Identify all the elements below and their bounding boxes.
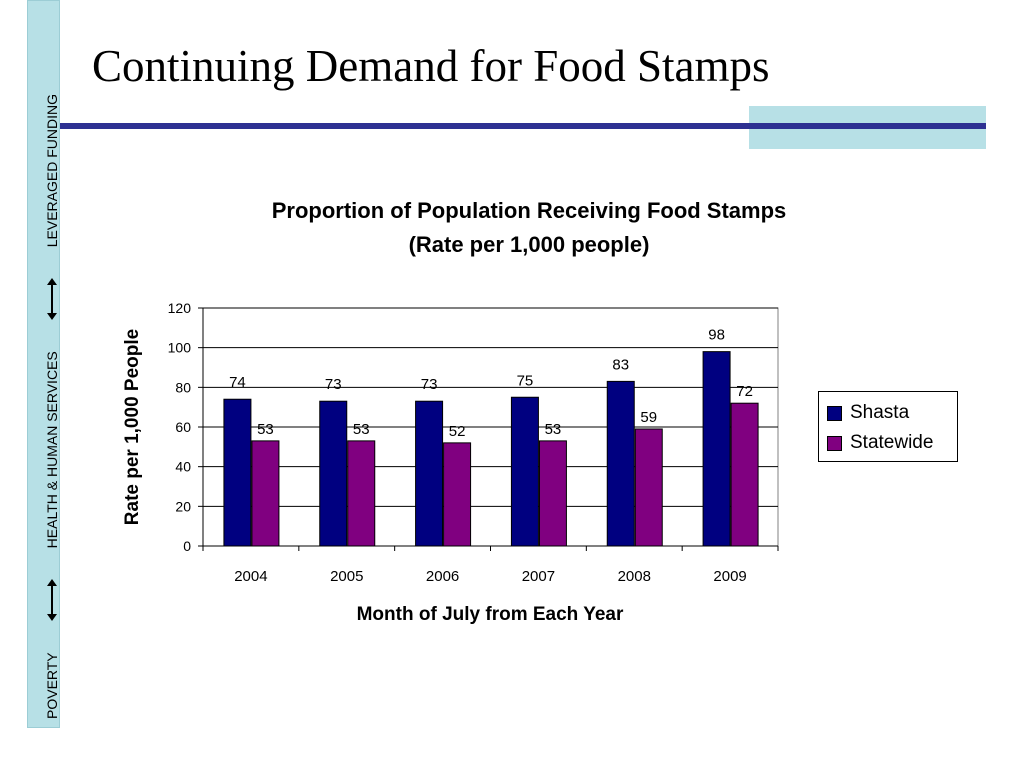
data-label-statewide-2008: 59 (640, 409, 657, 426)
x-tick-label: 2008 (618, 568, 651, 585)
bar-statewide-2006 (443, 442, 472, 547)
legend-swatch-shasta (827, 405, 842, 421)
legend-label-statewide: Statewide (850, 432, 934, 453)
bar-shasta-2005 (319, 400, 348, 547)
data-label-statewide-2009: 72 (736, 383, 753, 400)
x-tick-label: 2009 (713, 568, 746, 585)
legend-item-shasta: Shasta (827, 398, 957, 428)
data-label-statewide-2004: 53 (257, 421, 274, 438)
plot-area: 0 20 40 60 80 100 120 2004 74 53 2005 73 53 2006 73 52 2… (168, 300, 779, 585)
bar-statewide-2007 (538, 440, 567, 547)
sidebar-band (27, 0, 60, 728)
legend-item-statewide: Statewide (827, 428, 957, 458)
slide-title: Continuing Demand for Food Stamps (92, 41, 770, 91)
data-label-statewide-2007: 53 (545, 421, 562, 438)
bar-shasta-2007 (510, 396, 539, 547)
data-label-shasta-2008: 83 (612, 356, 629, 373)
y-tick-label: 60 (175, 419, 191, 435)
data-label-shasta-2006: 73 (421, 376, 438, 393)
bar-shasta-2008 (606, 380, 635, 547)
bar-shasta-2009 (702, 351, 731, 547)
x-tick-label: 2005 (330, 568, 363, 585)
legend-swatch-statewide (827, 435, 842, 451)
bar-statewide-2004 (251, 440, 280, 547)
chart-title: Proportion of Population Receiving Food … (272, 198, 787, 223)
bar-statewide-2009 (730, 402, 759, 547)
data-label-statewide-2006: 52 (449, 423, 466, 440)
bar-shasta-2004 (223, 398, 252, 547)
data-label-shasta-2004: 74 (229, 374, 246, 391)
chart-legend: Shasta Statewide (818, 391, 958, 462)
y-tick-label: 100 (168, 340, 192, 356)
y-tick-label: 80 (175, 379, 191, 395)
y-tick-label: 40 (175, 459, 191, 475)
data-label-statewide-2005: 53 (353, 421, 370, 438)
y-tick-label: 0 (183, 538, 191, 554)
y-tick-label: 20 (175, 498, 191, 514)
y-tick-label: 120 (168, 300, 192, 316)
bar-shasta-2006 (415, 400, 444, 547)
chart-subtitle: (Rate per 1,000 people) (409, 232, 650, 257)
data-label-shasta-2005: 73 (325, 376, 342, 393)
x-tick-label: 2007 (522, 568, 555, 585)
legend-label-shasta: Shasta (850, 402, 910, 423)
accent-box (749, 106, 986, 149)
x-axis-label: Month of July from Each Year (357, 604, 624, 625)
bar-statewide-2008 (634, 428, 663, 547)
y-axis-label: Rate per 1,000 People (122, 329, 143, 525)
data-label-shasta-2007: 75 (517, 372, 534, 389)
data-label-shasta-2009: 98 (708, 327, 725, 344)
x-tick-label: 2004 (234, 568, 267, 585)
bar-statewide-2005 (347, 440, 376, 547)
title-rule (60, 123, 986, 129)
x-tick-label: 2006 (426, 568, 459, 585)
